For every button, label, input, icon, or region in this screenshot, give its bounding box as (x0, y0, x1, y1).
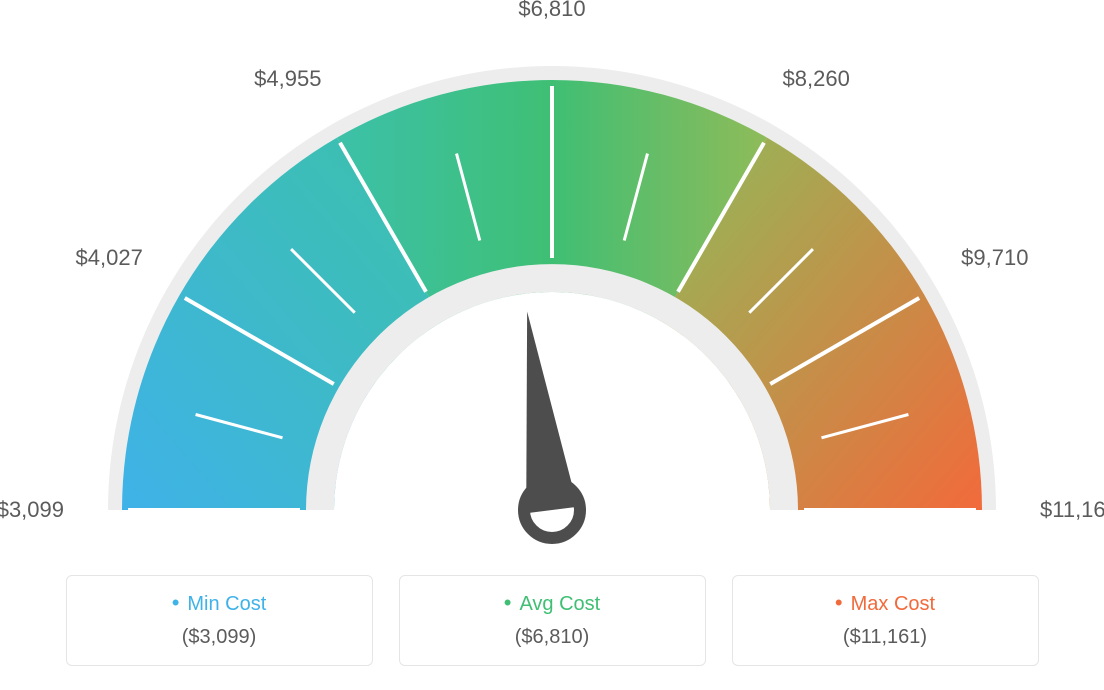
tick-label: $11,161 (1040, 497, 1104, 523)
gauge-chart: $3,099 $4,027 $4,955 $6,810 $8,260 $9,710 $11,… (0, 0, 1104, 560)
tick-label: $9,710 (961, 245, 1028, 271)
tick-label: $8,260 (783, 67, 850, 93)
legend-avg-value: ($6,810) (400, 626, 705, 649)
legend-card-min: Min Cost ($3,099) (66, 575, 373, 666)
tick-label: $4,027 (76, 245, 143, 271)
tick-label: $3,099 (0, 497, 64, 523)
legend-row: Min Cost ($3,099) Avg Cost ($6,810) Max … (0, 575, 1104, 666)
legend-card-max: Max Cost ($11,161) (732, 575, 1039, 666)
legend-max-value: ($11,161) (733, 626, 1038, 649)
legend-max-title: Max Cost (733, 590, 1038, 616)
tick-label: $6,810 (518, 0, 585, 22)
legend-min-value: ($3,099) (67, 626, 372, 649)
legend-card-avg: Avg Cost ($6,810) (399, 575, 706, 666)
legend-avg-title: Avg Cost (400, 590, 705, 616)
tick-label: $4,955 (254, 67, 321, 93)
legend-min-title: Min Cost (67, 590, 372, 616)
cost-gauge-container: $3,099 $4,027 $4,955 $6,810 $8,260 $9,710 $11,… (0, 0, 1104, 690)
